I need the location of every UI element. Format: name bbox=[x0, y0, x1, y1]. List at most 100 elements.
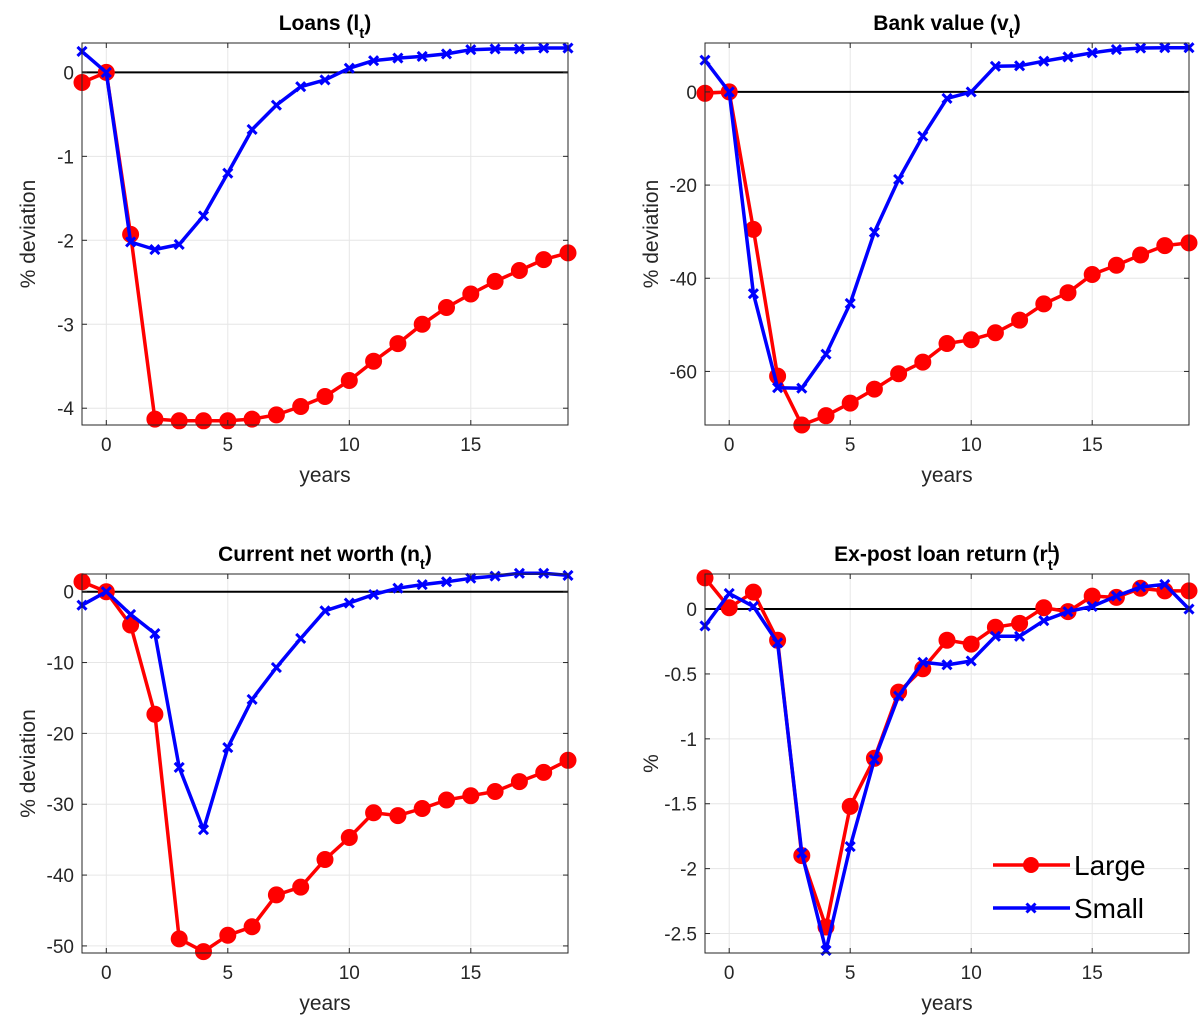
plot-area bbox=[705, 43, 1189, 425]
y-tick-label: -40 bbox=[47, 866, 74, 887]
point-small bbox=[893, 173, 905, 186]
point-small bbox=[343, 597, 355, 609]
point-large bbox=[841, 394, 859, 412]
point-large bbox=[243, 918, 261, 936]
point-small bbox=[392, 582, 404, 594]
point-small bbox=[319, 74, 331, 86]
y-axis-label: % bbox=[640, 754, 663, 773]
y-tick-label: -1 bbox=[680, 730, 697, 751]
panel-4: 0 5 10 15 0 -0.5 -1 -1.5 -2 -2.5 years% Ex-post loa… bbox=[640, 539, 1198, 1015]
point-small bbox=[1062, 606, 1074, 618]
point-large bbox=[744, 583, 762, 601]
panel-title-close: ) bbox=[1014, 12, 1021, 35]
point-small bbox=[1110, 43, 1122, 56]
point-small bbox=[513, 43, 525, 55]
point-large bbox=[389, 807, 407, 825]
panel-title-subscript: t bbox=[359, 25, 364, 42]
point-large bbox=[365, 352, 383, 370]
point-small bbox=[319, 605, 331, 617]
point-small bbox=[465, 44, 477, 56]
x-tick-label: 0 bbox=[724, 963, 735, 984]
legend-item-large: Large bbox=[993, 850, 1146, 881]
point-small bbox=[489, 43, 501, 55]
point-small bbox=[197, 210, 210, 222]
point-small bbox=[416, 579, 428, 591]
y-tick-label: 0 bbox=[63, 63, 74, 84]
point-large bbox=[292, 878, 310, 896]
point-large bbox=[316, 387, 334, 405]
point-small bbox=[197, 824, 210, 836]
point-small bbox=[868, 226, 880, 238]
point-large bbox=[510, 262, 528, 280]
y-tick-label: -20 bbox=[47, 724, 74, 745]
panel-title: Bank value (vt) bbox=[873, 12, 1020, 42]
panel-title-text: Loans (l bbox=[279, 12, 360, 35]
x-tick-label: 15 bbox=[460, 963, 481, 984]
x-tick-label: 10 bbox=[961, 435, 982, 456]
point-large bbox=[986, 324, 1004, 342]
y-tick-label: -50 bbox=[47, 937, 74, 958]
panel-title: Current net worth (nt) bbox=[218, 543, 432, 573]
point-large bbox=[365, 804, 383, 822]
point-small bbox=[796, 382, 808, 394]
point-large bbox=[1083, 266, 1101, 284]
point-small bbox=[1086, 47, 1098, 59]
point-small bbox=[489, 570, 501, 582]
point-large bbox=[486, 782, 504, 800]
point-large bbox=[146, 410, 164, 428]
y-tick-label: -20 bbox=[670, 176, 697, 197]
point-small bbox=[772, 637, 784, 649]
point-small bbox=[893, 690, 905, 702]
point-small bbox=[246, 693, 258, 705]
point-small bbox=[538, 42, 550, 54]
point-small bbox=[100, 586, 112, 598]
point-small bbox=[173, 238, 185, 251]
point-large bbox=[510, 773, 528, 791]
x-tick-label: 0 bbox=[101, 963, 112, 984]
y-axis-label: % deviation bbox=[640, 180, 663, 289]
point-large bbox=[438, 298, 455, 316]
panel-title-subscript: t bbox=[420, 556, 425, 573]
y-tick-label: -60 bbox=[670, 362, 697, 383]
panel-title-close: ) bbox=[364, 12, 371, 35]
point-large bbox=[170, 930, 188, 948]
point-small bbox=[343, 62, 355, 74]
point-small bbox=[538, 567, 550, 579]
point-large bbox=[841, 797, 859, 815]
point-small bbox=[965, 86, 977, 98]
point-small bbox=[989, 60, 1001, 72]
point-small bbox=[868, 754, 880, 766]
x-axis-label: years bbox=[299, 464, 350, 487]
point-large bbox=[195, 412, 212, 430]
point-large bbox=[122, 616, 140, 634]
point-large bbox=[1035, 295, 1053, 313]
x-axis-label: years bbox=[921, 464, 972, 487]
point-large bbox=[938, 631, 956, 649]
point-large bbox=[1011, 311, 1029, 329]
point-large bbox=[1132, 246, 1150, 264]
point-large bbox=[865, 380, 883, 398]
panel-title-text: Ex-post loan return (r bbox=[834, 543, 1048, 566]
point-small bbox=[941, 92, 953, 104]
x-tick-label: 5 bbox=[223, 435, 234, 456]
point-small bbox=[1159, 578, 1171, 590]
y-tick-label: -2 bbox=[680, 860, 697, 881]
point-large bbox=[413, 315, 431, 333]
point-small bbox=[917, 130, 929, 142]
axes-box bbox=[81, 573, 569, 954]
legend-marker bbox=[1025, 902, 1037, 914]
point-large bbox=[462, 787, 480, 805]
point-small bbox=[125, 236, 137, 248]
point-small bbox=[246, 123, 258, 136]
point-small bbox=[1014, 60, 1026, 72]
y-tick-label: -40 bbox=[670, 269, 697, 290]
panel-2: 0 5 10 15 0 -20 -40 -60 years % deviation Bank val… bbox=[640, 12, 1198, 487]
point-large bbox=[1107, 256, 1125, 274]
point-small bbox=[295, 81, 307, 93]
point-large bbox=[438, 791, 455, 809]
panel-title-subscript: t bbox=[1009, 25, 1014, 42]
point-small bbox=[100, 66, 112, 78]
point-large bbox=[219, 926, 237, 944]
x-tick-label: 10 bbox=[339, 435, 360, 456]
point-small bbox=[820, 348, 832, 360]
